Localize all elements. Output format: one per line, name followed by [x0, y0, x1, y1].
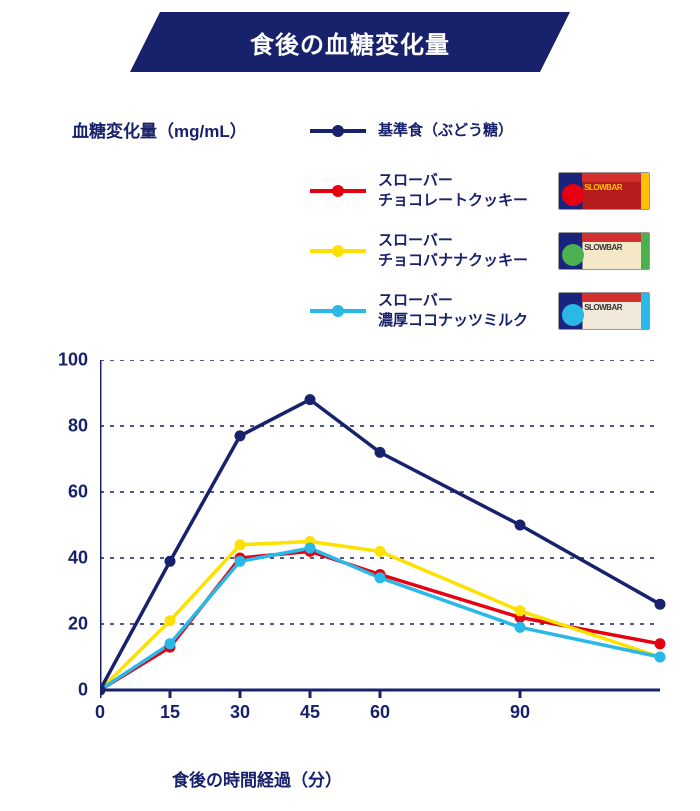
series-marker — [235, 556, 246, 567]
x-tick-label: 30 — [230, 702, 250, 723]
legend-line — [310, 189, 366, 193]
series-marker — [165, 556, 176, 567]
series-line — [100, 400, 660, 690]
legend-item: 基準食（ぶどう糖） — [310, 110, 690, 152]
title-banner: 食後の血糖変化量 — [130, 12, 570, 72]
series-marker — [655, 638, 666, 649]
product-label: SLOWBAR — [584, 303, 622, 312]
product-thumbnail: SLOWBAR — [558, 232, 650, 270]
legend-line — [310, 129, 366, 133]
legend-marker — [332, 245, 344, 257]
series-marker — [655, 599, 666, 610]
series-marker — [375, 546, 386, 557]
product-thumbnail: SLOWBAR — [558, 292, 650, 330]
series-marker — [375, 572, 386, 583]
y-tick-label: 20 — [48, 614, 88, 635]
y-tick-label: 100 — [48, 350, 88, 371]
product-label: SLOWBAR — [584, 183, 622, 192]
product-badge-icon — [562, 304, 584, 326]
chart-title: 食後の血糖変化量 — [250, 25, 450, 60]
series-marker — [515, 520, 526, 531]
series-marker — [515, 605, 526, 616]
series-line — [100, 542, 660, 691]
series-marker — [305, 543, 316, 554]
series-marker — [515, 622, 526, 633]
y-tick-label: 80 — [48, 416, 88, 437]
series-marker — [235, 539, 246, 550]
series-marker — [305, 394, 316, 405]
y-tick-label: 40 — [48, 548, 88, 569]
x-tick-label: 90 — [510, 702, 530, 723]
y-tick-label: 60 — [48, 482, 88, 503]
series-marker — [165, 615, 176, 626]
chart-svg — [100, 360, 670, 710]
legend-marker — [332, 185, 344, 197]
legend-item: スローバーチョコバナナクッキー SLOWBAR — [310, 230, 690, 272]
x-tick-label: 45 — [300, 702, 320, 723]
legend-line — [310, 309, 366, 313]
x-tick-label: 15 — [160, 702, 180, 723]
legend-item: スローバー濃厚ココナッツミルク SLOWBAR — [310, 290, 690, 332]
series-marker — [375, 447, 386, 458]
x-tick-label: 60 — [370, 702, 390, 723]
chart-area: 02040608010001530456090 — [100, 360, 670, 710]
series-marker — [165, 638, 176, 649]
series-marker — [655, 652, 666, 663]
legend-marker — [332, 125, 344, 137]
legend-label: スローバーチョコレートクッキー — [378, 171, 558, 212]
legend-label: スローバー濃厚ココナッツミルク — [378, 291, 558, 332]
legend-marker — [332, 305, 344, 317]
legend-item: スローバーチョコレートクッキー SLOWBAR — [310, 170, 690, 212]
product-label: SLOWBAR — [584, 243, 622, 252]
legend-label: 基準食（ぶどう糖） — [378, 121, 558, 141]
legend: 基準食（ぶどう糖）スローバーチョコレートクッキーSLOWBARスローバーチョコバ… — [310, 110, 690, 350]
y-axis-label: 血糖変化量（mg/mL） — [72, 117, 247, 142]
product-thumbnail: SLOWBAR — [558, 172, 650, 210]
product-badge-icon — [562, 244, 584, 266]
x-tick-label: 0 — [95, 702, 105, 723]
legend-label: スローバーチョコバナナクッキー — [378, 231, 558, 272]
product-badge-icon — [562, 184, 584, 206]
y-tick-label: 0 — [48, 680, 88, 701]
series-marker — [235, 430, 246, 441]
legend-line — [310, 249, 366, 253]
x-axis-label: 食後の時間経過（分） — [172, 766, 342, 791]
